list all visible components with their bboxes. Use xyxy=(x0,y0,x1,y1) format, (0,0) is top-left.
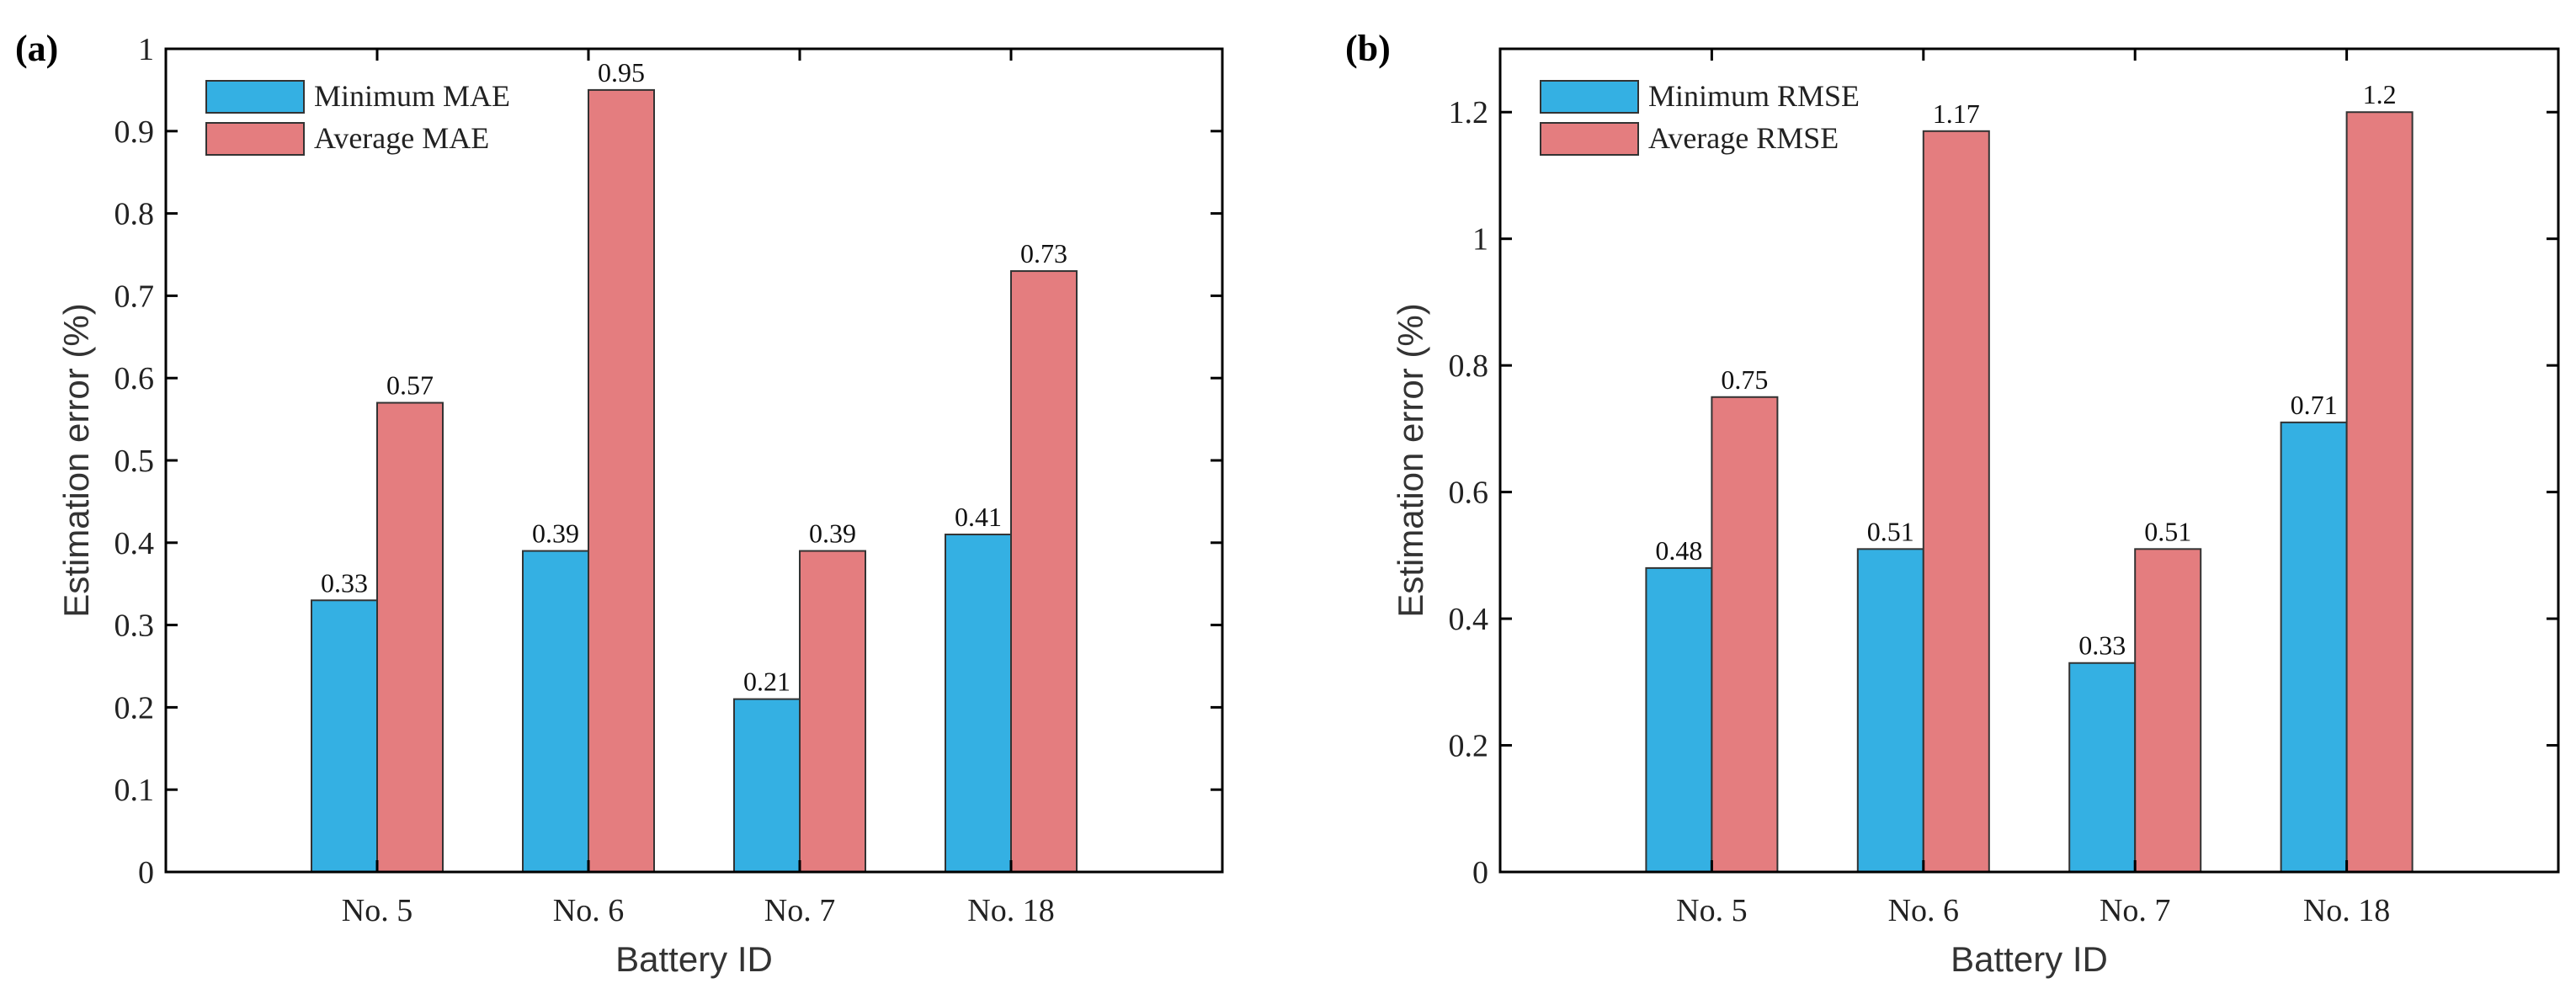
y-axis-label: Estimation error (%) xyxy=(56,303,96,617)
y-axis-label: Estimation error (%) xyxy=(1391,303,1430,617)
bar-minimum-1 xyxy=(522,550,589,874)
x-tick-label: No. 6 xyxy=(553,893,624,928)
legend-label: Average MAE xyxy=(314,121,489,155)
y-tick-label: 1.2 xyxy=(1449,95,1489,130)
y-tick-label: 1 xyxy=(1472,222,1488,258)
legend: Minimum RMSE Average RMSE xyxy=(1540,79,1860,156)
data-label: 0.51 xyxy=(1867,516,1914,546)
data-label: 0.57 xyxy=(386,370,434,401)
x-tick-label: No. 5 xyxy=(1676,893,1747,928)
data-label: 0.75 xyxy=(1721,364,1768,395)
y-tick-label: 0.6 xyxy=(114,361,155,396)
x-axis-label: Battery ID xyxy=(615,939,773,979)
x-tick-label: No. 7 xyxy=(2100,893,2170,928)
data-label: 0.71 xyxy=(2291,390,2338,420)
y-tick-label: 0.1 xyxy=(114,773,155,808)
legend-label: Minimum RMSE xyxy=(1648,79,1860,113)
data-label: 0.39 xyxy=(809,518,856,549)
x-tick-label: No. 18 xyxy=(967,893,1054,928)
x-tick-label: No. 6 xyxy=(1888,893,1959,928)
y-tick-label: 0.7 xyxy=(114,279,155,314)
y-tick-label: 0.4 xyxy=(1449,602,1489,637)
y-tick-label: 0.8 xyxy=(1449,348,1489,384)
axes-frame xyxy=(1498,47,2560,874)
y-tick-label: 0.2 xyxy=(114,690,155,726)
y-tick-label: 0 xyxy=(138,855,154,890)
y-tick-label: 0.3 xyxy=(114,609,155,644)
bar-minimum-2 xyxy=(2068,662,2137,873)
bar-average-1 xyxy=(588,88,655,873)
bar-average-3 xyxy=(1010,270,1078,873)
legend-label: Average RMSE xyxy=(1648,121,1839,155)
bar-average-3 xyxy=(2345,111,2414,873)
panel-label: (a) xyxy=(15,28,58,69)
legend-swatch-average xyxy=(1540,122,1639,156)
x-tick-label: No. 18 xyxy=(2303,893,2390,928)
legend-label: Minimum MAE xyxy=(314,79,510,113)
data-label: 0.39 xyxy=(532,518,579,549)
y-tick-label: 0.5 xyxy=(114,444,155,479)
chart-panel-b: 0.48 0.51 0.33 0.71 0.75 1.17 0.51 1.2 0 0.2 0.4 0.… xyxy=(1345,28,2560,979)
bar-average-2 xyxy=(799,550,866,874)
x-tick-label: No. 7 xyxy=(764,893,835,928)
data-label: 0.51 xyxy=(2144,516,2191,546)
data-label: 0.33 xyxy=(2078,630,2126,661)
data-label: 0.48 xyxy=(1655,535,1702,566)
y-tick-label: 0.4 xyxy=(114,526,155,561)
data-label: 0.41 xyxy=(955,502,1002,532)
y-tick-label: 0.9 xyxy=(114,114,155,150)
bar-average-2 xyxy=(2134,548,2202,873)
bar-minimum-2 xyxy=(733,698,801,873)
data-label: 0.95 xyxy=(598,57,645,88)
x-tick-label: No. 5 xyxy=(342,893,412,928)
chart-panel-a: 0.330.390.210.410.570.950.390.7300.10.20… xyxy=(15,28,1224,979)
x-axis-label: Battery ID xyxy=(1951,939,2108,979)
bar-average-0 xyxy=(1711,396,1779,873)
y-tick-label: 1 xyxy=(138,32,154,67)
bar-minimum-3 xyxy=(2280,421,2348,874)
legend-swatch-minimum xyxy=(205,80,305,114)
panel-label: (b) xyxy=(1345,28,1391,69)
bar-average-0 xyxy=(376,401,444,874)
data-label: 0.21 xyxy=(743,667,790,697)
legend-swatch-average xyxy=(205,122,305,156)
y-tick-label: 0.6 xyxy=(1449,476,1489,511)
bar-minimum-3 xyxy=(945,534,1012,874)
data-label: 0.33 xyxy=(321,567,368,598)
y-tick-label: 0.2 xyxy=(1449,729,1489,764)
bar-average-1 xyxy=(1922,130,1990,874)
legend: Minimum MAE Average MAE xyxy=(205,79,510,156)
bar-minimum-1 xyxy=(1856,548,1924,873)
data-label: 0.73 xyxy=(1020,238,1067,268)
y-tick-label: 0.8 xyxy=(114,197,155,232)
y-tick-label: 0 xyxy=(1472,855,1488,890)
bar-minimum-0 xyxy=(311,599,378,873)
data-label: 1.2 xyxy=(2363,79,2397,109)
data-label: 1.17 xyxy=(1933,98,1980,129)
legend-swatch-minimum xyxy=(1540,80,1639,114)
bar-minimum-0 xyxy=(1645,566,1713,874)
